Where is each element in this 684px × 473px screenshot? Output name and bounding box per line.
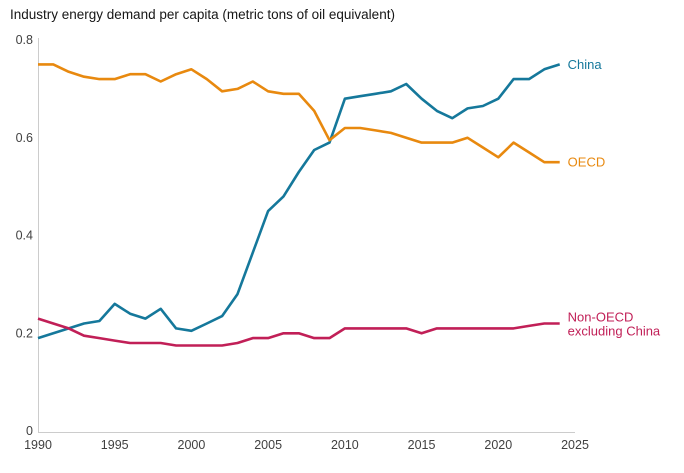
x-tick-label: 1990 [24,438,52,452]
x-tick-label: 2020 [484,438,512,452]
x-tick-label: 2000 [178,438,206,452]
y-tick-label: 0 [26,424,33,438]
y-tick-label: 0.4 [16,229,33,243]
series-label-china: China [568,57,603,72]
x-tick-label: 2010 [331,438,359,452]
series-label-non-oecd-excluding-china: Non-OECD excluding China [568,309,661,338]
series-line-non-oecd-excluding-china [37,317,560,347]
x-tick-label: 2015 [408,438,436,452]
series-line-china [37,63,561,340]
series-label-oecd: OECD [568,155,606,170]
x-tick-label: 1995 [101,438,129,452]
x-tick-label: 2025 [561,438,589,452]
y-tick-label: 0.6 [16,131,33,145]
chart-title: Industry energy demand per capita (metri… [10,7,395,22]
x-tick-label: 2005 [254,438,282,452]
y-tick-label: 0.8 [16,33,33,47]
series-line-oecd [38,63,560,164]
y-tick-label: 0.2 [16,326,33,340]
